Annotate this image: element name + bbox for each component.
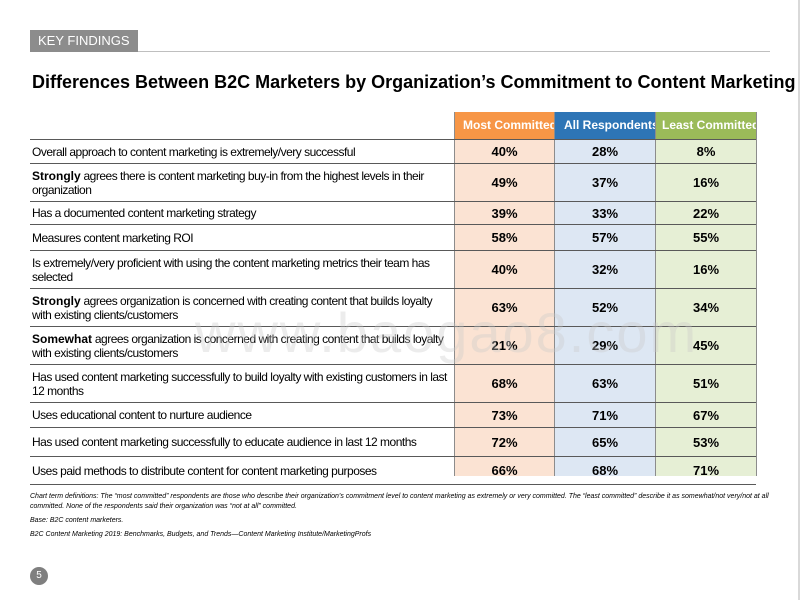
value-all-respondents: 71% (591, 407, 619, 423)
value-least-committed: 22% (692, 205, 720, 221)
row-label-emphasis: Strongly (32, 168, 81, 183)
value-most-committed: 49% (491, 175, 518, 190)
row-label: Has used content marketing successfully … (30, 370, 452, 398)
row-label: Strongly agrees organization is concerne… (30, 294, 452, 322)
row-label-emphasis: Somewhat (32, 331, 93, 346)
value-least-committed: 45% (692, 338, 720, 353)
table-row: Has used content marketing successfully … (30, 365, 756, 403)
value-least-committed: 67% (692, 407, 720, 423)
row-label: Somewhat agrees organization is concerne… (30, 332, 452, 360)
header-least-committed: Least Committed (656, 112, 756, 139)
header-divider (138, 51, 770, 52)
value-all-respondents: 28% (591, 144, 619, 159)
row-label: Is extremely/very proficient with using … (30, 256, 452, 284)
right-edge-line (798, 0, 800, 600)
value-most-committed: 72% (491, 434, 518, 450)
table-row: Measures content marketing ROI 58% 57% 55% (30, 225, 756, 251)
value-least-committed: 34% (692, 300, 720, 315)
value-most-committed: 39% (491, 205, 518, 221)
row-label-text: Is extremely/very proficient with using … (32, 255, 430, 284)
table-row: Has used content marketing successfully … (30, 428, 756, 457)
value-all-respondents: 37% (591, 175, 619, 190)
table-row: Strongly agrees organization is concerne… (30, 289, 756, 327)
source-note: B2C Content Marketing 2019: Benchmarks, … (30, 531, 372, 538)
value-least-committed: 71% (692, 463, 720, 478)
row-label-text: Uses paid methods to distribute content … (32, 463, 377, 478)
row-label-text: agrees there is content marketing buy-in… (32, 168, 424, 197)
column-divider (655, 112, 656, 476)
row-label-text: agrees organization is concerned with cr… (32, 293, 433, 322)
slide-title: Differences Between B2C Marketers by Org… (32, 72, 796, 92)
row-label-text: Has used content marketing successfully … (32, 369, 447, 398)
value-most-committed: 68% (491, 376, 518, 391)
least-committed-column-bg (656, 112, 756, 476)
value-all-respondents: 65% (591, 434, 619, 450)
value-most-committed: 73% (491, 407, 518, 423)
value-least-committed: 53% (692, 434, 720, 450)
row-label-emphasis: Strongly (32, 293, 81, 308)
base-note: Base: B2C content marketers. (30, 517, 124, 524)
watermark: www.baogao8.com (195, 301, 699, 364)
all-respondents-column-bg (555, 112, 655, 476)
definitions-note-2: committed. None of the respondents said … (30, 503, 297, 510)
value-most-committed: 58% (491, 230, 518, 245)
findings-table: Overall approach to content marketing is… (30, 139, 756, 485)
table-row: Has a documented content marketing strat… (30, 202, 756, 225)
row-label: Has used content marketing successfully … (30, 435, 452, 449)
value-all-respondents: 29% (591, 338, 619, 353)
row-label: Measures content marketing ROI (30, 231, 452, 245)
header-most-committed: Most Committed (455, 112, 554, 139)
row-label-text: Uses educational content to nurture audi… (32, 408, 252, 422)
table-row: Is extremely/very proficient with using … (30, 251, 756, 289)
value-all-respondents: 57% (591, 230, 619, 245)
value-most-committed: 66% (491, 463, 518, 478)
row-label: Strongly agrees there is content marketi… (30, 169, 452, 197)
row-label: Uses educational content to nurture audi… (30, 408, 452, 422)
table-row: Uses educational content to nurture audi… (30, 403, 756, 428)
column-divider (756, 112, 757, 476)
value-most-committed: 63% (491, 300, 518, 315)
value-all-respondents: 52% (591, 300, 619, 315)
value-all-respondents: 63% (591, 376, 619, 391)
row-label-text: agrees organization is concerned with cr… (32, 331, 444, 360)
value-least-committed: 16% (692, 262, 720, 277)
row-label-text: Has a documented content marketing strat… (32, 206, 256, 220)
table-row: Somewhat agrees organization is concerne… (30, 327, 756, 365)
table-row: Overall approach to content marketing is… (30, 140, 756, 164)
value-least-committed: 16% (692, 175, 720, 190)
value-most-committed: 21% (491, 338, 518, 353)
row-label: Overall approach to content marketing is… (30, 145, 452, 159)
row-label-text: Measures content marketing ROI (32, 230, 194, 245)
definitions-note: Chart term definitions: The “most commit… (30, 493, 769, 500)
page-number: 5 (30, 567, 48, 585)
most-committed-column-bg (455, 112, 554, 476)
header-all-respondents: All Respondents (555, 112, 655, 139)
value-least-committed: 55% (692, 230, 720, 245)
value-all-respondents: 33% (591, 205, 619, 221)
value-all-respondents: 68% (591, 463, 619, 478)
section-tag: KEY FINDINGS (30, 30, 138, 52)
value-least-committed: 8% (696, 144, 716, 159)
value-most-committed: 40% (491, 262, 518, 277)
row-label: Uses paid methods to distribute content … (30, 464, 452, 478)
value-all-respondents: 32% (591, 262, 619, 277)
value-most-committed: 40% (491, 144, 518, 159)
column-divider (454, 112, 455, 476)
row-label-text: Overall approach to content marketing is… (32, 144, 356, 159)
value-least-committed: 51% (692, 376, 720, 391)
row-label-text: Has used content marketing successfully … (32, 435, 417, 449)
column-divider (554, 112, 555, 476)
row-label: Has a documented content marketing strat… (30, 206, 452, 220)
table-row: Uses paid methods to distribute content … (30, 457, 756, 485)
table-row: Strongly agrees there is content marketi… (30, 164, 756, 202)
